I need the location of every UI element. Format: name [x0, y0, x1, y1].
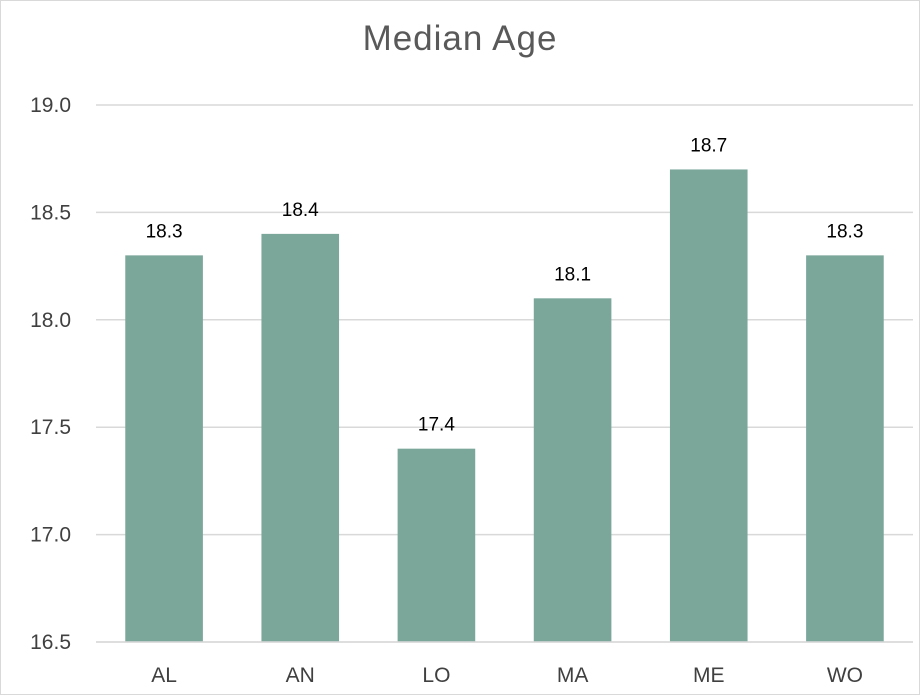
- x-tick-label: LO: [422, 664, 450, 687]
- x-tick-label: AL: [151, 664, 177, 687]
- data-label: 17.4: [418, 415, 455, 436]
- bar: [125, 255, 203, 643]
- y-tick-label: 19.0: [30, 94, 71, 117]
- bar: [397, 448, 476, 642]
- x-tick-label: ME: [693, 664, 725, 687]
- x-tick-label: WO: [827, 664, 863, 687]
- data-label: 18.4: [282, 200, 319, 221]
- bar: [669, 169, 748, 642]
- bar: [261, 233, 340, 642]
- data-label: 18.3: [826, 221, 863, 242]
- bar: [806, 255, 884, 643]
- y-tick-label: 18.0: [30, 309, 71, 332]
- data-label: 18.1: [554, 264, 591, 285]
- y-tick-label: 17.0: [30, 524, 71, 547]
- chart-title: Median Age: [362, 19, 558, 58]
- y-tick-label: 18.5: [30, 201, 71, 224]
- y-tick-label: 16.5: [30, 631, 71, 654]
- x-tick-label: MA: [557, 664, 589, 687]
- x-tick-label: AN: [286, 664, 315, 687]
- y-tick-label: 17.5: [30, 416, 71, 439]
- data-label: 18.7: [690, 135, 727, 156]
- bar: [533, 298, 612, 642]
- data-label: 18.3: [146, 221, 183, 242]
